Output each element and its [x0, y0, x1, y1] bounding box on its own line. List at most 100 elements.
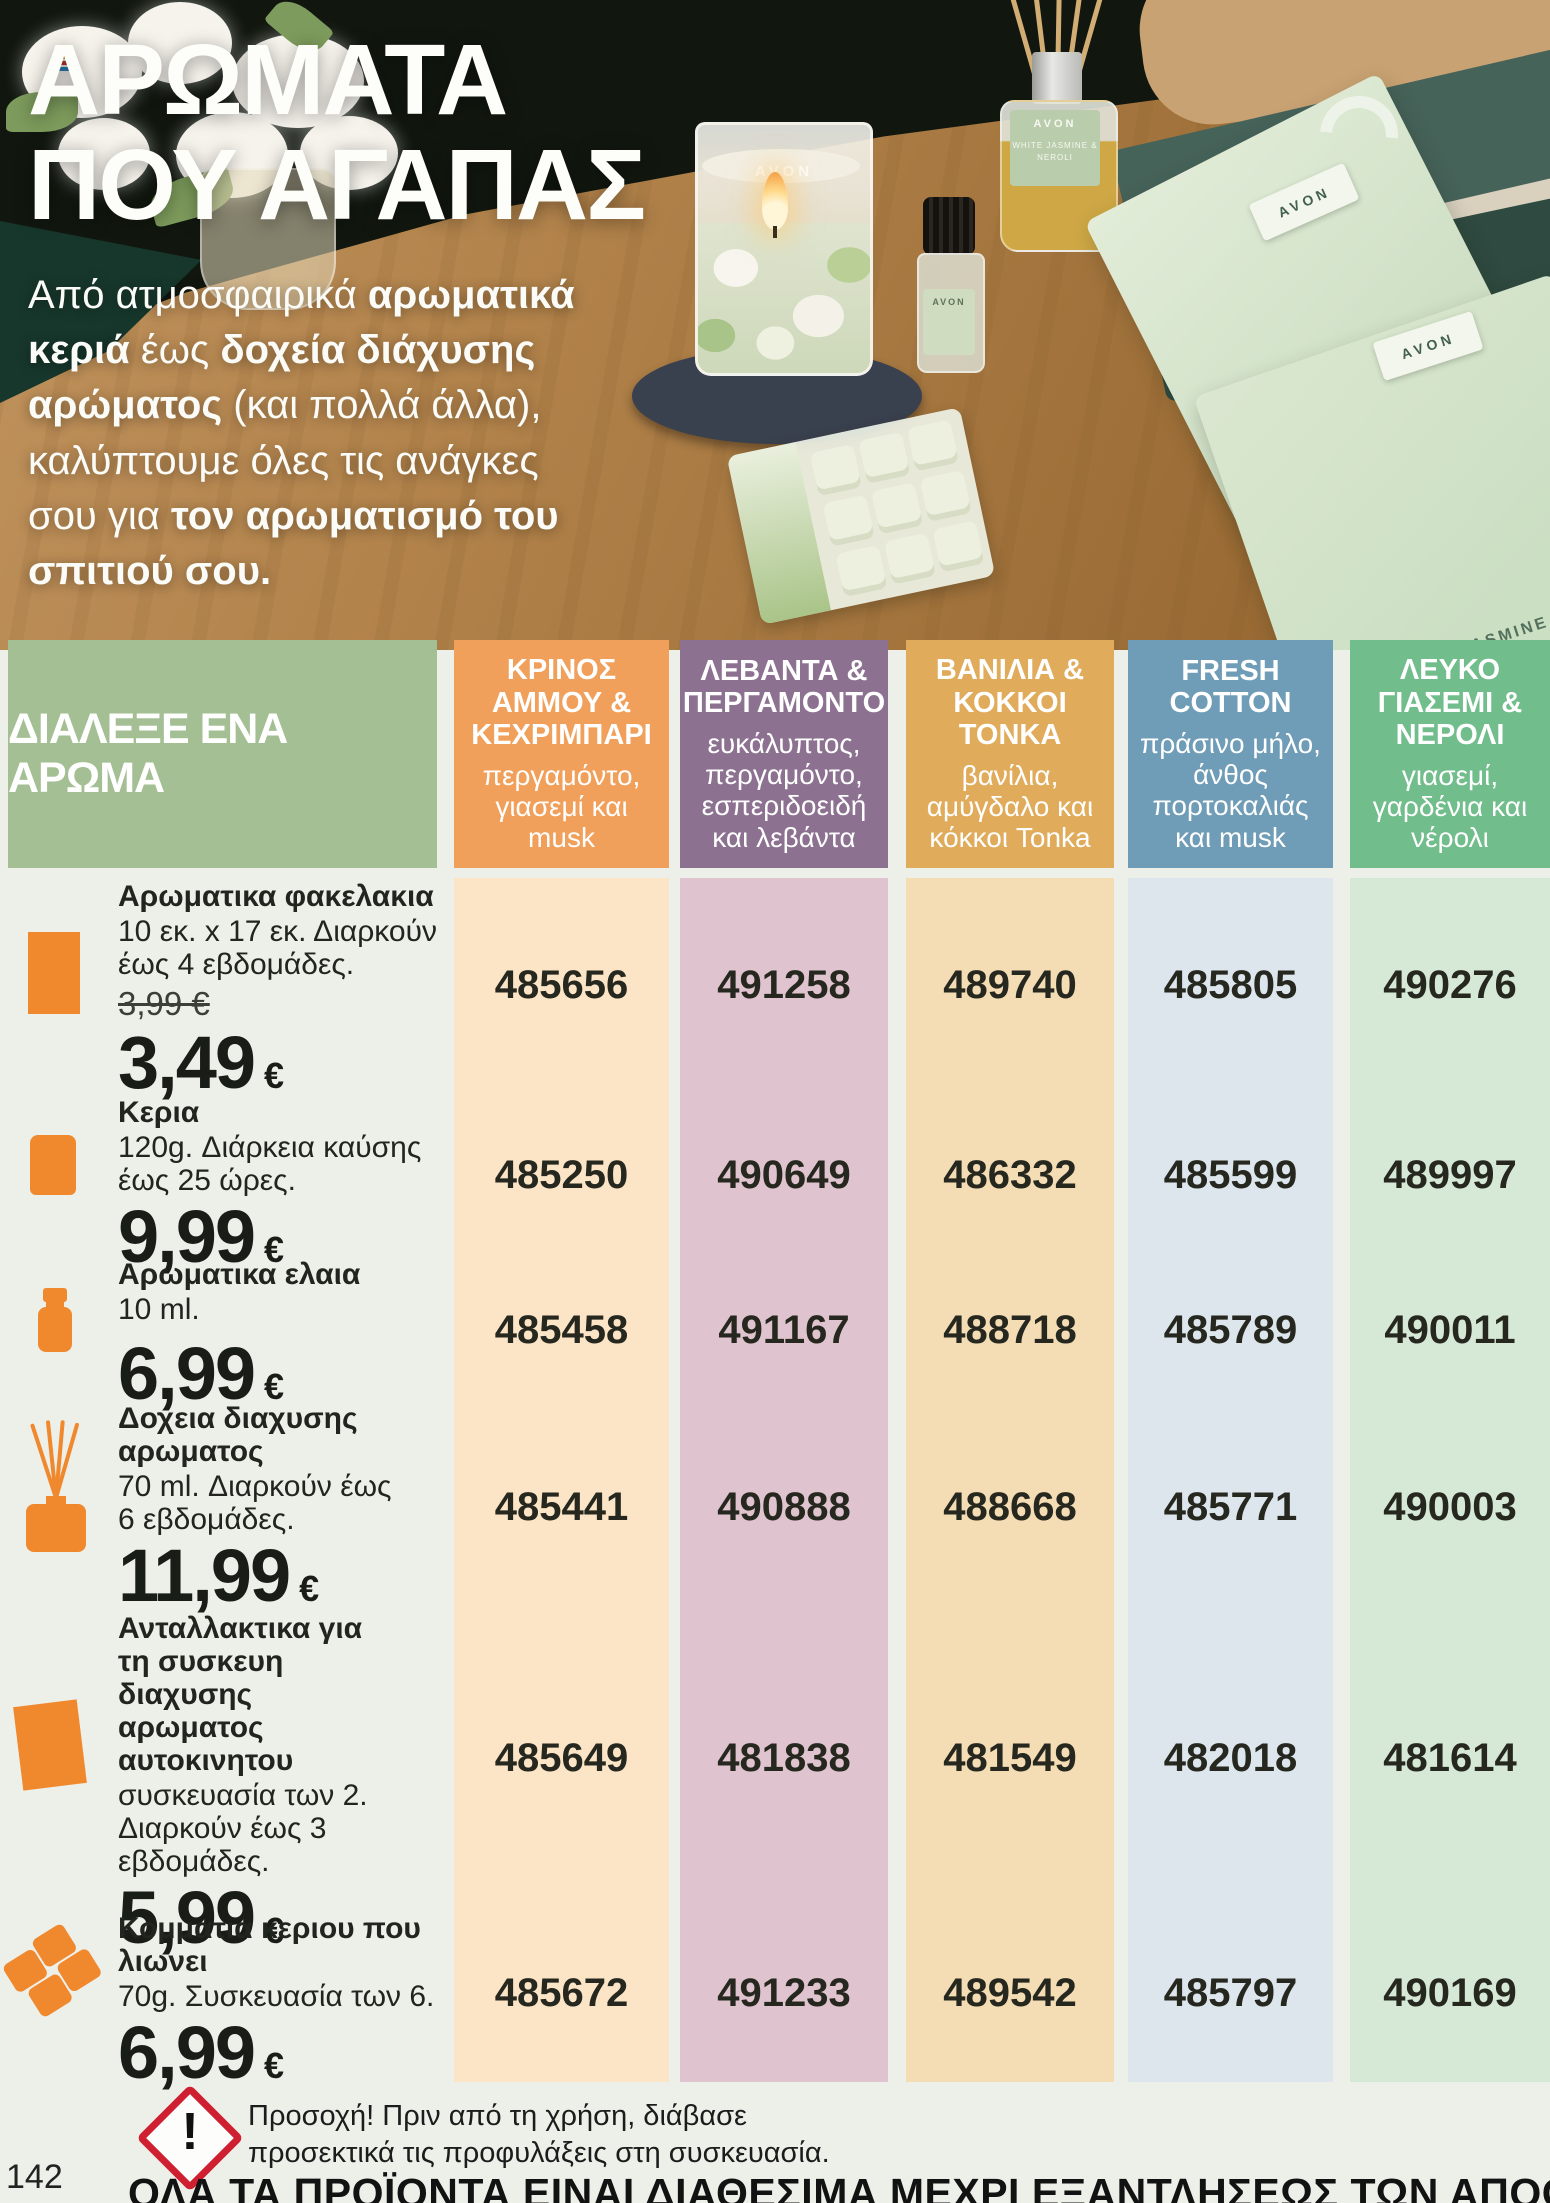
sachet-icon: [28, 932, 80, 1014]
diffuser-label: AVON WHITE JASMINE & NEROLI: [1010, 110, 1100, 186]
price: 3,49 €: [118, 1025, 453, 1100]
product-code: 485250: [494, 1153, 629, 1197]
product-code: 490276: [1383, 963, 1517, 1007]
product-title: Ανταλλακτικα για τη συσκευη διαχυσης αρω…: [118, 1612, 363, 1777]
page-number: 142: [6, 2158, 63, 2196]
price: 11,99 €: [118, 1538, 403, 1613]
product-code: 485797: [1163, 1971, 1298, 2015]
price: 5,99 €: [118, 1880, 386, 1955]
hero-photo: AVON AVON AVON WHITE JASMINE & NEROLI: [0, 0, 1550, 650]
product-code: 485458: [494, 1308, 629, 1352]
product-code: 490169: [1383, 1971, 1517, 2015]
price-currency: €: [264, 2045, 285, 2086]
candle-image: AVON: [695, 122, 873, 376]
code-column-vanilia-tonka: 489740 486332 488718 488668 481549 48954…: [906, 878, 1114, 2082]
diffuser-brand-text: AVON: [1033, 118, 1077, 130]
product-code: 481614: [1383, 1736, 1517, 1780]
product-row-candles: Κερια 120g. Διάρκεια καύσης έως 25 ώρες.…: [118, 1096, 453, 1274]
column-header-krinos-ammou: ΚΡΙΝΟΣ ΑΜΜΟΥ & ΚΕΧΡΙΜΠΑΡΙ περγαμόντο, γι…: [454, 640, 669, 868]
product-code: 489542: [943, 1971, 1077, 2015]
price-currency: €: [264, 1366, 285, 1407]
oil-bottle-label: AVON: [923, 289, 975, 355]
column-header-levanta: ΛΕΒΑΝΤΑ & ΠΕΡΓΑΜΟΝΤΟ ευκάλυπτος, περγαμό…: [680, 640, 888, 868]
column-name: ΛΕΒΑΝΤΑ & ΠΕΡΓΑΜΟΝΤΟ: [682, 654, 886, 720]
product-code: 490649: [717, 1153, 851, 1197]
intro-text: Από ατμοσφαιρικά αρωματικά κεριά έως δοχ…: [28, 273, 575, 593]
product-row-wax-melts: Κομματια κεριου που λιωνει 70g. Συσκευασ…: [118, 1912, 453, 2090]
product-row-oils: Αρωματικα ελαια 10 ml. 6,99 €: [118, 1258, 453, 1411]
diffuser-icon: [24, 1420, 88, 1552]
column-header-vanilia-tonka: ΒΑΝΙΛΙΑ & ΚΟΚΚΟΙ ΤΟΝΚΑ βανίλια, αμύγδαλο…: [906, 640, 1114, 868]
price-value: 6,99: [118, 2011, 256, 2094]
candle-brand-text: AVON: [754, 163, 814, 180]
price-currency: €: [299, 1568, 320, 1609]
product-row-sachets: Αρωματικα φακελακια 10 εκ. x 17 εκ. Διαρ…: [118, 880, 453, 1100]
oil-bottle-icon: [38, 1288, 72, 1352]
column-notes: βανίλια, αμύγδαλο και κόκκοι Tonka: [926, 759, 1094, 854]
page-title-line1: ΑΡΩΜΑΤΑ: [28, 24, 508, 136]
product-code: 489740: [943, 963, 1077, 1007]
price-value: 3,49: [118, 1021, 256, 1104]
column-notes: πράσινο μήλο, άνθος πορτοκαλιάς και musk: [1140, 727, 1321, 853]
price-value: 6,99: [118, 1332, 256, 1415]
column-notes: γιασεμί, γαρδένια και νέρολι: [1372, 759, 1528, 854]
product-code: 491258: [717, 963, 851, 1007]
vase-image: [200, 168, 336, 310]
old-price: 3,99 €: [118, 985, 210, 1022]
product-title: Κερια: [118, 1096, 200, 1129]
product-description: 10 ml.: [118, 1293, 200, 1326]
availability-notice: ΟΛΑ ΤΑ ΠΡΟΪΟΝΤΑ ΕΙΝΑΙ ΔΙΑΘΕΣΙΜΑ ΜΕΧΡΙ ΕΞ…: [128, 2170, 1550, 2203]
code-column-krinos-ammou: 485656 485250 485458 485441 485649 48567…: [454, 878, 669, 2082]
price-value: 5,99: [118, 1876, 256, 1959]
product-code: 490888: [717, 1485, 851, 1529]
oil-bottle-cap: [923, 197, 975, 255]
product-code: 485656: [494, 963, 629, 1007]
product-code: 481549: [943, 1736, 1077, 1780]
candle-icon: [30, 1135, 76, 1195]
product-title: Αρωματικα ελαια: [118, 1258, 361, 1291]
product-code: 490003: [1383, 1485, 1517, 1529]
code-column-fresh-cotton: 485805 485599 485789 485771 482018 48579…: [1128, 878, 1333, 2082]
product-code: 489997: [1383, 1153, 1517, 1197]
oil-bottle-image: AVON: [917, 197, 985, 373]
page-title: ΑΡΩΜΑΤΑ ΠΟΥ ΑΓΑΠΑΣ: [28, 28, 646, 241]
product-code: 482018: [1163, 1736, 1298, 1780]
choose-scent-header: ΔΙΑΛΕΞΕ ΕΝΑ ΑΡΩΜΑ: [8, 640, 437, 868]
price-currency: €: [264, 1055, 285, 1096]
product-description: συσκευασία των 2. Διαρκούν έως 3 εβδομάδ…: [118, 1779, 368, 1878]
fragrance-table-header: ΔΙΑΛΕΞΕ ΕΝΑ ΑΡΩΜΑ ΚΡΙΝΟΣ ΑΜΜΟΥ & ΚΕΧΡΙΜΠ…: [0, 640, 1550, 868]
page-title-line2: ΠΟΥ ΑΓΑΠΑΣ: [28, 129, 646, 241]
product-code: 491233: [717, 1971, 851, 2015]
product-description: 70 ml. Διαρκούν έως 6 εβδομάδες.: [118, 1470, 392, 1536]
safety-warning-line1: Προσοχή! Πριν από τη χρήση, διάβασε: [248, 2100, 747, 2132]
product-code: 488668: [943, 1485, 1077, 1529]
diffuser-collar: [1032, 52, 1082, 104]
column-header-fresh-cotton: FRESH COTTON πράσινο μήλο, άνθος πορτοκα…: [1128, 640, 1333, 868]
column-name: ΚΡΙΝΟΣ ΑΜΜΟΥ & ΚΕΧΡΙΜΠΑΡΙ: [471, 654, 652, 752]
product-code: 485789: [1163, 1308, 1298, 1352]
product-code: 486332: [943, 1153, 1077, 1197]
safety-warning-line2: προσεκτικά τις προφυλάξεις στη συσκευασί…: [248, 2137, 830, 2170]
column-name: ΒΑΝΙΛΙΑ & ΚΟΚΚΟΙ ΤΟΝΚΑ: [935, 654, 1085, 752]
price: 9,99 €: [118, 1199, 453, 1274]
menu-icon[interactable]: [52, 55, 76, 73]
column-name: FRESH COTTON: [1169, 654, 1292, 720]
product-row-car-refills: Ανταλλακτικα για τη συσκευη διαχυσης αρω…: [118, 1612, 386, 1955]
product-description: 120g. Διάρκεια καύσης έως 25 ώρες.: [118, 1131, 422, 1197]
price-currency: €: [264, 1910, 285, 1951]
candle-flame: [762, 172, 788, 230]
product-code: 485672: [494, 1971, 629, 2015]
safety-warning: Προσοχή! Πριν από τη χρήση, διάβασε προσ…: [248, 2098, 830, 2172]
product-code: 485649: [494, 1736, 629, 1780]
product-row-diffusers: Δοχεια διαχυσης αρωματος 70 ml. Διαρκούν…: [118, 1402, 403, 1613]
product-code: 485805: [1163, 963, 1298, 1007]
product-code: 488718: [943, 1308, 1077, 1352]
product-title: Αρωματικα φακελακια: [118, 880, 434, 913]
product-description: 10 εκ. x 17 εκ. Διαρκούν έως 4 εβδομάδες…: [118, 915, 438, 981]
diffuser-name-text: WHITE JASMINE & NEROLI: [1012, 141, 1098, 162]
price-value: 9,99: [118, 1195, 256, 1278]
product-code: 481838: [717, 1736, 851, 1780]
candle-label: [698, 223, 870, 373]
product-code: 485771: [1163, 1485, 1298, 1529]
